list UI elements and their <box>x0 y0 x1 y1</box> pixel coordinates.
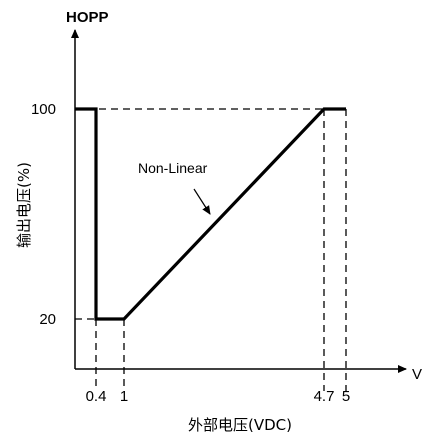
guide-lines <box>75 108 347 391</box>
axis-labels: HOPP V 外部电压(VDC) 输出电压(%) <box>15 9 422 434</box>
y-axis-label: 输出电压(%) <box>15 162 33 248</box>
x-tick-label: 0.4 <box>86 388 107 405</box>
x-tick-label: 5 <box>342 388 350 405</box>
tick-labels: 0.4 1 4.7 5 20 100 <box>31 101 350 405</box>
series-line-0 <box>75 107 346 321</box>
x-axis-label: 外部电压(VDC) <box>188 416 292 434</box>
x-tick-label: 4.7 <box>314 388 335 405</box>
y-tick-label: 100 <box>31 101 56 118</box>
x-tick-label: 1 <box>120 388 128 405</box>
y-tick-label: 20 <box>39 311 56 328</box>
annotation-label: Non-Linear <box>138 160 208 176</box>
annotation-arrow <box>193 188 211 215</box>
x-unit-label: V <box>412 366 422 383</box>
axes <box>71 29 407 373</box>
series-layer <box>75 107 346 321</box>
chart-title: HOPP <box>66 9 109 26</box>
annotations: Non-Linear <box>138 160 211 215</box>
